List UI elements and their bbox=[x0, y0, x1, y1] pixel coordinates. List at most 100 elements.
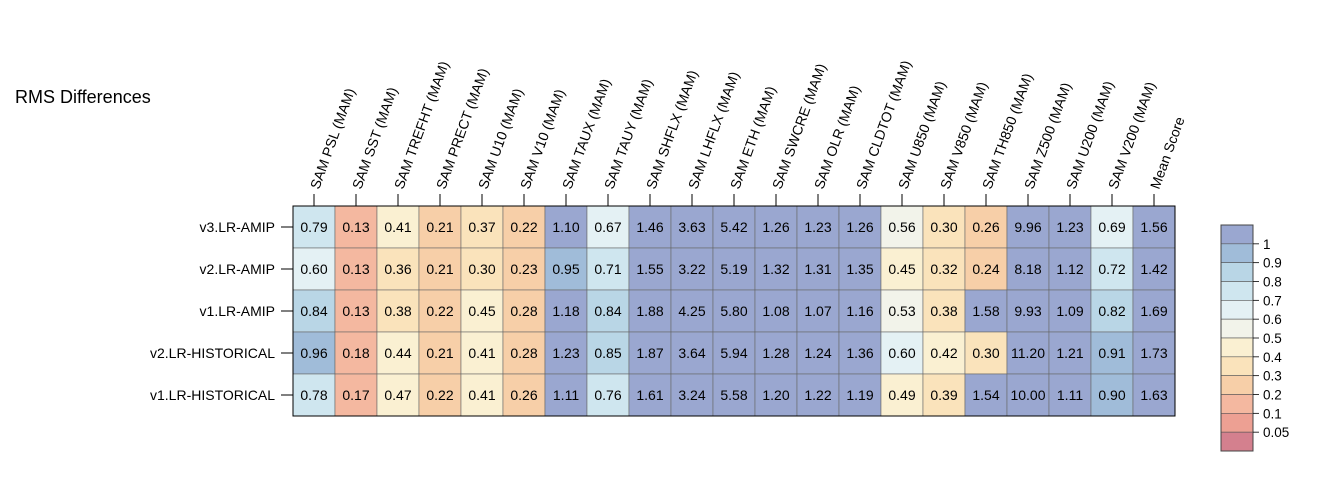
cell-value-label: 0.13 bbox=[342, 261, 369, 277]
cell-value-label: 0.28 bbox=[510, 345, 537, 361]
heatmap-cell bbox=[754, 373, 798, 417]
cell-value-label: 0.71 bbox=[594, 261, 621, 277]
cell-value-label: 1.10 bbox=[552, 219, 579, 235]
cell-value-label: 0.36 bbox=[384, 261, 411, 277]
heatmap-cell bbox=[964, 373, 1008, 417]
heatmap-cell bbox=[922, 373, 966, 417]
cell-value-label: 1.07 bbox=[804, 303, 831, 319]
heatmap-cell bbox=[1090, 331, 1134, 375]
legend-label: 0.9 bbox=[1263, 256, 1282, 271]
heatmap-cell bbox=[712, 247, 756, 291]
cell-value-label: 0.56 bbox=[888, 219, 915, 235]
cell-value-label: 9.93 bbox=[1014, 303, 1041, 319]
cell-value-label: 0.53 bbox=[888, 303, 915, 319]
heatmap-cell bbox=[796, 373, 840, 417]
cell-value-label: 1.35 bbox=[846, 261, 873, 277]
legend-label: 0.1 bbox=[1263, 406, 1282, 421]
heatmap-cell bbox=[754, 289, 798, 333]
heatmap-cell bbox=[586, 289, 630, 333]
cell-value-label: 1.19 bbox=[846, 387, 873, 403]
heatmap-cell bbox=[838, 205, 882, 249]
heatmap-cell bbox=[292, 205, 336, 249]
cell-value-label: 0.41 bbox=[384, 219, 411, 235]
legend-swatch bbox=[1220, 356, 1254, 376]
column-labels: SAM PSL (MAM)SAM SST (MAM)SAM TREFHT (MA… bbox=[307, 58, 1188, 206]
heatmap-cell bbox=[1132, 373, 1176, 417]
legend-swatch bbox=[1220, 224, 1254, 245]
column-label: SAM OLR (MAM) bbox=[811, 83, 863, 191]
heatmap-cell bbox=[1048, 289, 1092, 333]
cell-value-label: 3.24 bbox=[678, 387, 705, 403]
heatmap-cell bbox=[796, 247, 840, 291]
heatmap-cell bbox=[1006, 331, 1050, 375]
cell-value-label: 1.20 bbox=[762, 387, 789, 403]
cell-value-label: 9.96 bbox=[1014, 219, 1041, 235]
heatmap-cell bbox=[754, 247, 798, 291]
cell-value-label: 0.26 bbox=[510, 387, 537, 403]
heatmap-cell bbox=[334, 373, 378, 417]
legend-swatch bbox=[1220, 337, 1254, 358]
heatmap-cell bbox=[838, 247, 882, 291]
row-labels: v3.LR-AMIP v2.LR-AMIP v1.LR-AMIP v2.LR-HIST… bbox=[150, 219, 293, 403]
cell-value-label: 0.41 bbox=[468, 345, 495, 361]
heatmap-cell bbox=[334, 289, 378, 333]
cell-value-label: 0.76 bbox=[594, 387, 621, 403]
heatmap-cell bbox=[460, 205, 504, 249]
legend-swatch bbox=[1220, 281, 1254, 301]
cell-value-label: 0.32 bbox=[930, 261, 957, 277]
cell-value-label: 5.80 bbox=[720, 303, 747, 319]
heatmap-cell bbox=[1132, 331, 1176, 375]
cell-value-label: 1.23 bbox=[1056, 219, 1083, 235]
cell-value-label: 3.22 bbox=[678, 261, 705, 277]
legend-swatch bbox=[1220, 318, 1254, 339]
cell-value-label: 1.24 bbox=[804, 345, 831, 361]
heatmap-cell bbox=[418, 373, 462, 417]
heatmap-cell bbox=[586, 247, 630, 291]
cell-value-label: 0.45 bbox=[468, 303, 495, 319]
heatmap-cell bbox=[1090, 373, 1134, 417]
cell-value-label: 0.78 bbox=[300, 387, 327, 403]
color-legend: 0.05 0.1 0.2 0.3 0.4 0.5 0.6 0.7 0.8 0.9 1 bbox=[1220, 224, 1289, 452]
cell-value-label: 0.37 bbox=[468, 219, 495, 235]
heatmap-cell bbox=[1090, 247, 1134, 291]
row-label: v1.LR-AMIP bbox=[200, 303, 275, 319]
cell-value-label: 0.38 bbox=[930, 303, 957, 319]
cell-value-label: 0.26 bbox=[972, 219, 999, 235]
heatmap-cell bbox=[544, 289, 588, 333]
cell-value-label: 0.60 bbox=[300, 261, 327, 277]
heatmap-cell bbox=[460, 247, 504, 291]
cell-value-label: 0.67 bbox=[594, 219, 621, 235]
legend-label: 0.3 bbox=[1263, 369, 1282, 384]
cell-value-label: 11.20 bbox=[1011, 345, 1045, 361]
heatmap-cell bbox=[334, 205, 378, 249]
cell-value-label: 1.32 bbox=[762, 261, 789, 277]
column-label: SAM U10 (MAM) bbox=[475, 86, 526, 191]
heatmap-cell bbox=[922, 289, 966, 333]
cell-value-label: 3.64 bbox=[678, 345, 705, 361]
grid-border bbox=[292, 205, 1176, 417]
heatmap-cell bbox=[418, 331, 462, 375]
heatmap-cell bbox=[376, 247, 420, 291]
heatmap-cell bbox=[460, 373, 504, 417]
column-label: SAM V10 (MAM) bbox=[517, 87, 568, 191]
cell-value-label: 0.38 bbox=[384, 303, 411, 319]
heatmap-cell bbox=[1132, 289, 1176, 333]
heatmap-cell bbox=[628, 205, 672, 249]
cell-value-label: 1.28 bbox=[762, 345, 789, 361]
cell-value-label: 1.26 bbox=[762, 219, 789, 235]
cell-value-label: 0.95 bbox=[552, 261, 579, 277]
heatmap-cell bbox=[922, 331, 966, 375]
cell-value-label: 0.72 bbox=[1098, 261, 1125, 277]
cell-value-label: 0.21 bbox=[426, 219, 453, 235]
heatmap-cell bbox=[712, 289, 756, 333]
chart-title: RMS Differences bbox=[15, 87, 151, 107]
cell-value-label: 5.58 bbox=[720, 387, 747, 403]
cell-value-label: 1.46 bbox=[636, 219, 663, 235]
legend-swatch bbox=[1220, 243, 1254, 263]
heatmap-cell bbox=[376, 289, 420, 333]
legend-label: 0.4 bbox=[1263, 350, 1282, 365]
cell-value-label: 1.69 bbox=[1140, 303, 1167, 319]
cell-value-label: 0.84 bbox=[300, 303, 327, 319]
cell-value-label: 0.91 bbox=[1098, 345, 1125, 361]
